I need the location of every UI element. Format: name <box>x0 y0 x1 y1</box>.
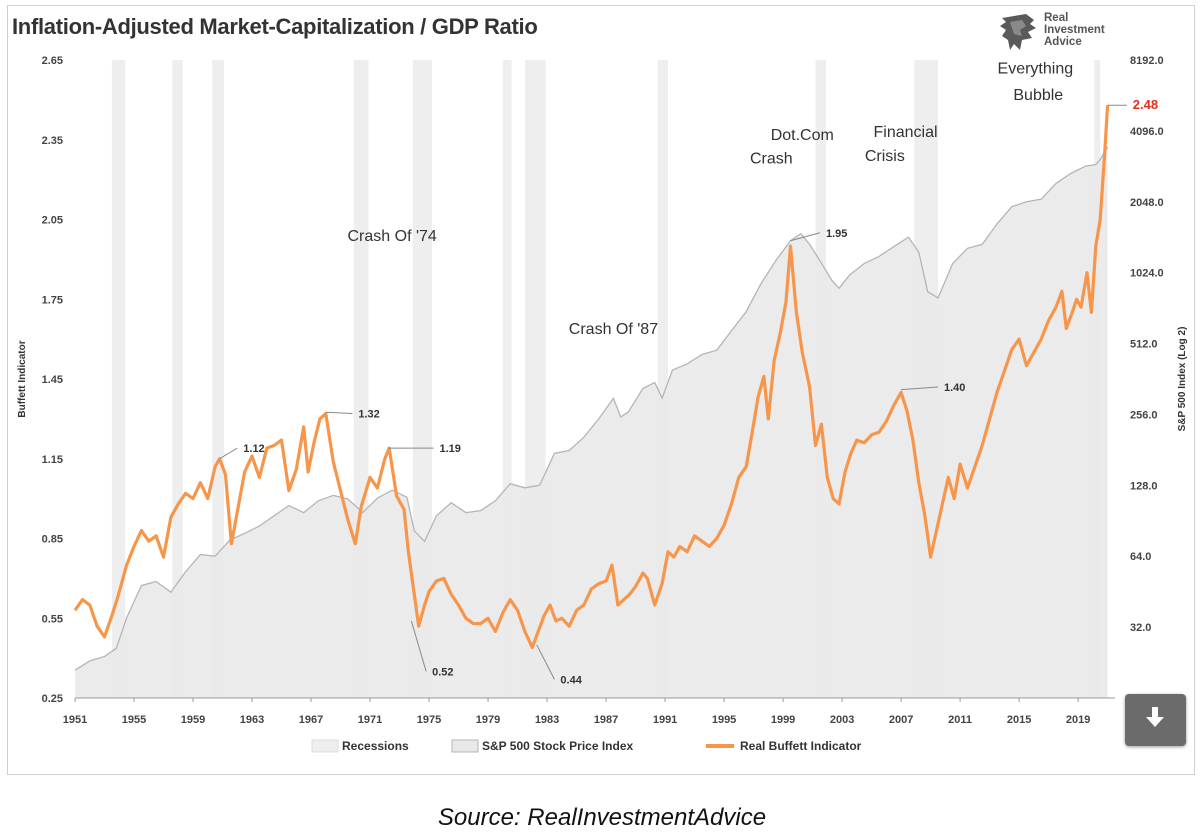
source-caption: Source: RealInvestmentAdvice <box>437 804 767 831</box>
callout-label: 0.44 <box>560 674 582 686</box>
annotation-text: Crash Of '87 <box>569 321 658 338</box>
annotation-text: Crash Of '74 <box>348 228 437 245</box>
x-tick-label: 1959 <box>181 714 205 726</box>
y2-tick-label: 256.0 <box>1130 409 1158 421</box>
y-tick-label: 0.25 <box>42 693 63 705</box>
y2-tick-label: 512.0 <box>1130 339 1158 351</box>
annotation-text: Dot.Com <box>771 127 834 144</box>
x-tick-label: 2011 <box>948 714 972 726</box>
x-tick-label: 2007 <box>889 714 913 726</box>
x-tick-label: 1967 <box>299 714 323 726</box>
y-tick-label: 1.45 <box>42 374 63 386</box>
y2-tick-label: 4096.0 <box>1130 126 1164 138</box>
callout-leader <box>410 620 427 672</box>
x-tick-label: 2015 <box>1007 714 1031 726</box>
legend-label-sp500: S&P 500 Stock Price Index <box>482 739 634 753</box>
callout-label: 1.40 <box>944 382 965 394</box>
lion-head-icon <box>1000 14 1036 50</box>
callout-leader <box>536 644 555 680</box>
y2-tick-label: 128.0 <box>1130 480 1158 492</box>
recession-band <box>502 60 512 698</box>
callout-leader <box>901 386 939 391</box>
logo-text-line-3: Advice <box>1044 36 1082 48</box>
legend-label-recessions: Recessions <box>342 739 409 753</box>
y2-axis-label: S&P 500 Index (Log 2) <box>1177 327 1188 432</box>
y-tick-label: 0.55 <box>42 613 63 625</box>
y-axis-label: Buffett Indicator <box>17 340 28 417</box>
y-tick-label: 0.85 <box>42 534 63 546</box>
logo-text-line-2: Investment <box>1044 24 1105 36</box>
callout-leader <box>219 447 238 460</box>
recession-band <box>172 60 183 698</box>
x-tick-label: 1971 <box>358 714 382 726</box>
annotation-text: Bubble <box>1013 87 1063 104</box>
annotation-text: Crisis <box>865 148 905 165</box>
real-investment-advice-logo: Real Investment Advice <box>996 10 1136 54</box>
y-tick-label: 2.65 <box>42 55 63 67</box>
y-tick-label: 1.75 <box>42 294 63 306</box>
x-tick-label: 1963 <box>240 714 264 726</box>
download-button[interactable] <box>1125 694 1186 746</box>
x-tick-label: 2003 <box>830 714 854 726</box>
buffett-indicator-line <box>73 105 1110 650</box>
y-tick-label: 2.35 <box>42 135 63 147</box>
x-tick-label: 1979 <box>476 714 500 726</box>
callout-label: 2.48 <box>1133 97 1158 112</box>
x-tick-label: 1983 <box>535 714 559 726</box>
x-tick-label: 1995 <box>712 714 736 726</box>
x-tick-label: 1951 <box>63 714 87 726</box>
axes: 0.250.550.851.151.451.752.052.352.6516.0… <box>17 55 1188 726</box>
x-tick-label: 1999 <box>771 714 795 726</box>
x-tick-label: 1955 <box>122 714 146 726</box>
callout-label: 0.52 <box>432 666 453 678</box>
sp500-line <box>74 146 1109 671</box>
x-tick-label: 2019 <box>1066 714 1090 726</box>
recession-band <box>212 60 224 698</box>
x-tick-label: 1991 <box>653 714 677 726</box>
annotation-text: Crash <box>750 151 793 168</box>
callouts: 1.12 1.32 1.19 0.52 0.44 1.95 1.40 2.48 <box>219 97 1158 686</box>
callout-label: 1.95 <box>826 228 847 240</box>
logo-text-line-1: Real <box>1044 12 1069 24</box>
callout-leader <box>325 411 353 415</box>
callout-leader <box>790 232 821 242</box>
y-tick-label: 1.15 <box>42 454 63 466</box>
callout-label: 1.19 <box>439 443 460 455</box>
annotation-text: Everything <box>998 60 1074 77</box>
y2-tick-label: 1024.0 <box>1130 268 1164 280</box>
legend-swatch-recessions <box>311 739 339 753</box>
legend-label-buffett: Real Buffett Indicator <box>740 739 862 753</box>
annotations: Crash Of '74 Crash Of '87 Dot.Com Crash Fina… <box>348 60 1074 338</box>
buffett-indicator-chart: 0.250.550.851.151.451.752.052.352.6516.0… <box>17 55 1188 753</box>
y2-tick-label: 8192.0 <box>1130 55 1164 67</box>
x-tick-label: 1987 <box>594 714 618 726</box>
download-arrow-icon <box>1146 707 1164 727</box>
y2-tick-label: 2048.0 <box>1130 197 1164 209</box>
legend-swatch-sp500 <box>451 739 479 753</box>
callout-label: 1.32 <box>358 409 379 421</box>
legend: Recessions S&P 500 Stock Price Index Real … <box>311 739 862 753</box>
sp500-area <box>75 147 1108 698</box>
x-tick-label: 1975 <box>417 714 441 726</box>
chart-title: Inflation-Adjusted Market-Capitalization… <box>12 14 538 39</box>
recession-band <box>111 60 126 698</box>
y2-tick-label: 64.0 <box>1130 551 1151 563</box>
y2-tick-label: 32.0 <box>1130 622 1151 634</box>
annotation-text: Financial <box>874 124 938 141</box>
callout-label: 1.12 <box>243 443 264 455</box>
y-tick-label: 2.05 <box>42 215 63 227</box>
recession-band <box>657 60 669 698</box>
